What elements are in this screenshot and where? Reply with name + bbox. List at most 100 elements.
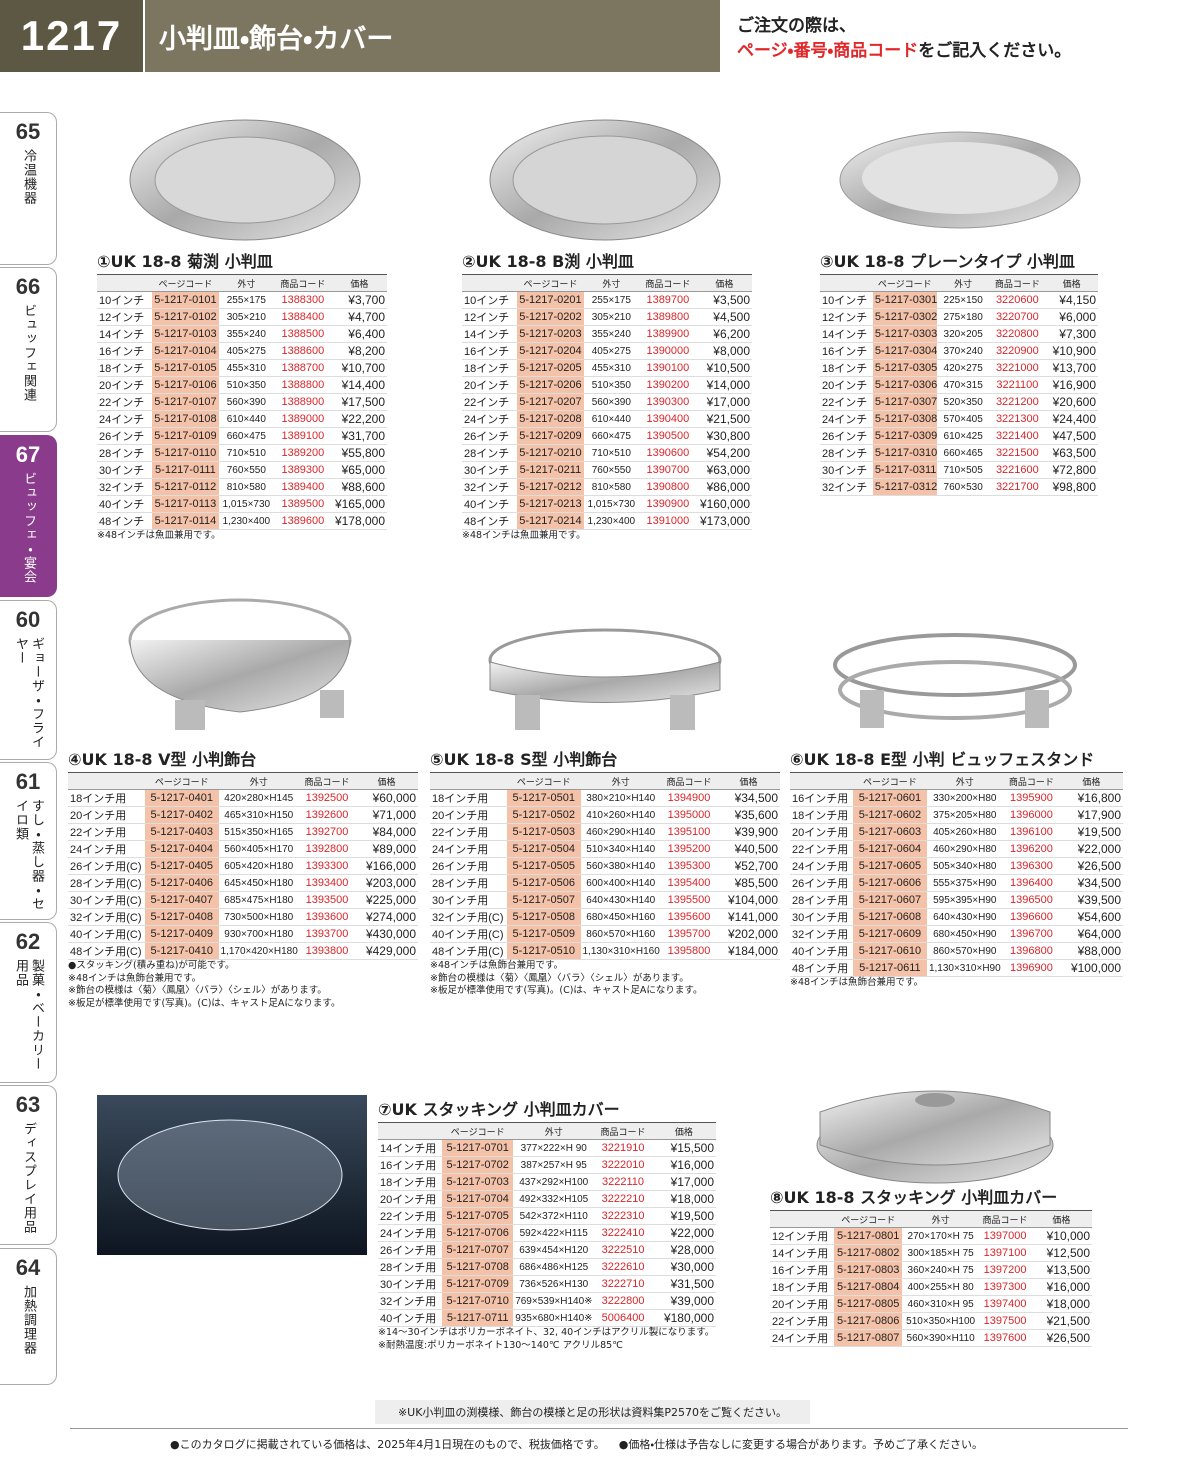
dimensions: 610×440 [218, 410, 274, 428]
size: 22インチ用 [68, 823, 145, 841]
page-code: 5-1217-0502 [507, 806, 581, 824]
note: ※48インチは魚飾台兼用です。 [430, 960, 564, 971]
spec-row: 32インチ用 5-1217-0710 769×539×H140※ 3222800 ¥39… [378, 1292, 716, 1310]
product-title: ⑥UK 18-8 E型 小判 ビュッフェスタンド [790, 750, 1095, 769]
item-code: 1389400 [273, 478, 332, 496]
dimensions: 510×350 [583, 376, 639, 394]
item-code: 1393600 [299, 908, 355, 926]
spec-row: 40インチ 5-1217-0113 1,015×730 1389500 ¥165,000 [97, 495, 387, 513]
header-cell [68, 772, 145, 790]
price: ¥17,000 [696, 393, 752, 411]
spec-row: 32インチ 5-1217-0112 810×580 1389400 ¥88,600 [97, 478, 387, 496]
dimensions: 542×372×H110 [513, 1207, 595, 1225]
item-code: 1395800 [661, 942, 717, 960]
spec-row: 40インチ 5-1217-0213 1,015×730 1390900 ¥160,000 [462, 495, 752, 513]
price: ¥10,500 [696, 359, 752, 377]
product-section: ⑦UK スタッキング 小判皿カバー ページコード 外寸 商品コード 価格 14インチ用 5-… [378, 1096, 716, 1352]
size: 18インチ用 [770, 1278, 835, 1296]
dimensions: 455×310 [218, 359, 274, 377]
cover-image [816, 1090, 1054, 1184]
header-cell [770, 1210, 835, 1228]
size: 22インチ用 [430, 823, 507, 841]
spec-row: 30インチ用 5-1217-0507 640×430×H140 1395500 ¥104… [430, 891, 780, 909]
page-code: 5-1217-0403 [145, 823, 219, 841]
size: 28インチ用 [378, 1258, 443, 1276]
dimensions: 760×530 [936, 478, 990, 496]
size: 24インチ [462, 410, 518, 428]
spec-row: 28インチ 5-1217-0110 710×510 1389200 ¥55,800 [97, 444, 387, 462]
header-cell: ページコード [872, 274, 937, 292]
spec-row: 20インチ用 5-1217-0603 405×260×H80 1396100 ¥19,5… [790, 823, 1123, 841]
dimensions: 505×340×H80 [926, 857, 1004, 875]
dimensions: 320×205 [936, 325, 990, 343]
dimensions: 860×570×H90 [926, 942, 1004, 960]
price: ¥178,000 [331, 512, 387, 530]
price: ¥3,700 [331, 291, 387, 309]
price: ¥20,600 [1045, 393, 1098, 411]
item-code: 1395100 [661, 823, 717, 841]
size: 30インチ用 [430, 891, 507, 909]
item-code: 3222510 [594, 1241, 652, 1259]
size: 12インチ [462, 308, 518, 326]
spec-row: 28インチ用 5-1217-0607 595×395×H90 1396500 ¥39,5… [790, 891, 1123, 909]
page-code: 5-1217-0114 [152, 512, 219, 530]
spec-row: 28インチ用 5-1217-0506 600×400×H140 1395400 ¥85,… [430, 874, 780, 892]
item-code: 1389100 [273, 427, 332, 445]
item-code: 3222110 [594, 1173, 652, 1191]
dimensions: 377×222×H 90 [513, 1139, 595, 1157]
header-cell: 外寸 [580, 772, 661, 790]
header-cell: 価格 [651, 1122, 716, 1140]
page-code: 5-1217-0703 [442, 1173, 514, 1191]
item-code: 1397400 [979, 1295, 1031, 1313]
price: ¥429,000 [355, 942, 418, 960]
page-code: 5-1217-0303 [872, 325, 937, 343]
size: 14インチ [97, 325, 153, 343]
dimensions: 520×350 [936, 393, 990, 411]
price: ¥141,000 [717, 908, 780, 926]
dimensions: 685×475×H180 [218, 891, 299, 909]
spec-row: 32インチ用(C) 5-1217-0408 730×500×H180 1393600 ¥… [68, 908, 418, 926]
tab-number: 67 [15, 442, 41, 467]
header-cell: 商品コード [661, 772, 717, 790]
spec-table: ページコード 外寸 商品コード 価格 18インチ用 5-1217-0401 420×280×… [68, 772, 418, 960]
size: 20インチ [97, 376, 153, 394]
price: ¥26,500 [1030, 1329, 1092, 1347]
item-code: 1389200 [273, 444, 332, 462]
item-code: 1396300 [1003, 857, 1060, 875]
spec-row: 32インチ 5-1217-0312 760×530 3221700 ¥98,800 [820, 478, 1098, 496]
spec-table: ページコード 外寸 商品コード 価格 14インチ用 5-1217-0701 377×222×… [378, 1122, 716, 1327]
dimensions: 680×450×H160 [580, 908, 661, 926]
tab-label: すし・蒸し器・セイロ類 [13, 799, 44, 911]
dimensions: 405×275 [218, 342, 274, 360]
dimensions: 610×440 [583, 410, 639, 428]
price: ¥13,500 [1030, 1261, 1092, 1279]
dimensions: 1,130×310×H160 [580, 942, 661, 960]
page-code: 5-1217-0610 [853, 942, 927, 960]
page-title: 小判皿・飾台・カバー [145, 0, 720, 72]
size: 40インチ [97, 495, 153, 513]
item-code: 1396200 [1003, 840, 1060, 858]
item-code: 1390400 [638, 410, 697, 428]
size: 20インチ用 [378, 1190, 443, 1208]
header-cell: 商品コード [979, 1210, 1031, 1228]
size: 28インチ [820, 444, 873, 462]
page-code: 5-1217-0611 [853, 959, 927, 977]
dimensions: 645×450×H180 [218, 874, 299, 892]
header-row: ページコード 外寸 商品コード 価格 [462, 274, 752, 292]
spec-row: 32インチ用 5-1217-0609 680×450×H90 1396700 ¥64,0… [790, 925, 1123, 943]
page-code: 5-1217-0409 [145, 925, 219, 943]
size: 30インチ用 [790, 908, 854, 926]
order-note-highlight: ページ・番号・商品コード [737, 41, 919, 61]
item-code: 1392600 [299, 806, 355, 824]
header-cell: 商品コード [638, 274, 697, 292]
size: 24インチ用 [68, 840, 145, 858]
page-code: 5-1217-0803 [834, 1261, 902, 1279]
header-cell [820, 274, 873, 292]
price: ¥30,000 [651, 1258, 716, 1276]
note: ※14～30インチはポリカーボネイト、32, 40インチはアクリル製になります。 [378, 1327, 715, 1338]
price: ¥21,500 [1030, 1312, 1092, 1330]
price: ¥100,000 [1059, 959, 1123, 977]
price: ¥10,700 [331, 359, 387, 377]
header-cell: 外寸 [583, 274, 639, 292]
dimensions: 930×700×H180 [218, 925, 299, 943]
